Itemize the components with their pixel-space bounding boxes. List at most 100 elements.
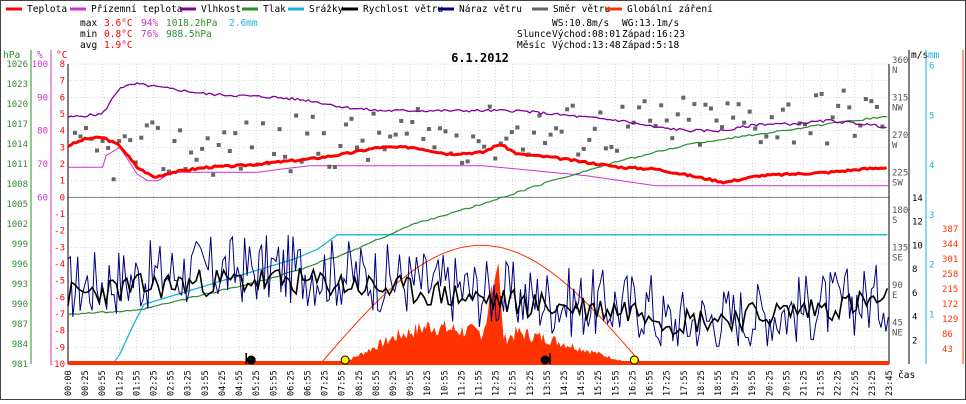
x-tick-label: 11:25 [457,370,467,396]
hpa-tick-label: 1002 [6,220,28,230]
ms-tick-label: 6 [912,289,917,299]
legend-label: Vlhkost [201,4,241,15]
x-tick-label: 08:25 [355,370,365,396]
wind-direction-point [852,133,857,138]
x-tick-label: 15:25 [594,370,604,396]
wind-direction-point [648,118,653,123]
dir-tick-value: 180 [892,206,908,216]
x-axis-label: čas [898,370,915,381]
x-tick-label: 16:25 [628,370,638,396]
legend-label: Teplota [27,4,67,15]
wind-direction-point [692,102,697,107]
wind-direction-point [360,138,365,143]
degc-tick-label: -8 [54,327,65,337]
wind-direction-point [354,145,359,150]
wind-direction-point [106,145,111,150]
wind-direction-point [415,106,420,111]
wind-direction-point [515,125,520,130]
x-tick-label: 13:55 [543,370,553,396]
hpa-tick-label: 1005 [6,200,28,210]
dir-tick-letter: S [892,216,897,226]
x-tick-label: 15:55 [611,370,621,396]
stats-min-press: 988.5hPa [166,29,212,40]
humidity-line [67,82,887,133]
x-tick-label: 18:55 [714,370,724,396]
wind-direction-point [454,133,459,138]
wind-direction-point [382,147,387,152]
wind-direction-point [211,172,216,177]
wind-direction-point [609,145,614,150]
x-tick-label: 09:55 [406,370,416,396]
wind-direction-point [437,126,442,131]
wind-direction-point [100,138,105,143]
degc-tick-label: 0 [60,193,65,203]
dir-tick-value: 270 [892,131,908,141]
x-tick-label: 14:55 [577,370,587,396]
wind-direction-point [482,144,487,149]
hpa-tick-label: 993 [12,280,28,290]
x-tick-label: 03:55 [201,370,211,396]
wind-direction-point [537,113,542,118]
wind-direction-point [471,134,476,139]
ms-tick-label: 2 [912,336,917,346]
wm2-tick-label: 43 [942,345,953,355]
legend-label: Rychlost větru [363,4,443,15]
x-tick-label: 14:25 [560,370,570,396]
wind-direction-point [858,123,863,128]
wind-direction-point [399,118,404,123]
wind-direction-point [95,148,100,153]
stats-avg-label: avg [80,40,97,51]
legend-label: Globální záření [627,4,713,15]
wind-direction-point [128,138,133,143]
axes: 1026102310201017101410111008100510029999… [6,50,964,370]
x-tick-label: 17:55 [680,370,690,396]
wind-direction-point [288,169,293,174]
wind-direction-point [388,134,393,139]
wm2-tick-label: 86 [942,330,953,340]
x-tick-label: 23:25 [868,370,878,396]
wind-direction-point [260,121,265,126]
wind-direction-point [283,154,288,159]
x-tick-label: 16:55 [646,370,656,396]
dir-tick-letter: NW [892,104,903,114]
wind-direction-point [825,141,830,146]
ms-tick-label: 8 [912,265,917,275]
sun-label: Slunce [517,29,552,40]
x-tick-label: 10:55 [440,370,450,396]
wind-direction-point [697,142,702,147]
dir-tick-value: 135 [892,244,908,254]
x-tick-label: 00:25 [81,370,91,396]
legend: Teplota Přízemní teplota Vlhkost Tlak Srážky… [6,4,713,15]
ms-tick-label: 4 [912,313,917,323]
x-tick-label: 04:55 [235,370,245,396]
wind-direction-point [686,117,691,122]
degc-tick-label: -2 [54,227,65,237]
wind-direction-point [343,122,348,127]
wind-direction-point [753,126,758,131]
x-tick-label: 06:25 [286,370,296,396]
x-tick-label: 05:25 [252,370,262,396]
x-tick-label: 00:00 [64,370,74,396]
x-tick-label: 23:45 [885,370,895,396]
wind-direction-point [155,125,160,130]
wm2-tick-label: 129 [942,315,958,325]
mm-tick-label: 4 [929,161,934,171]
degc-tick-label: 4 [60,127,65,137]
wind-direction-point [421,136,426,141]
axis-unit-pct: % [37,50,43,61]
wind-direction-point [598,110,603,115]
wind-direction-point [592,126,597,131]
wind-direction-point [659,103,664,108]
x-tick-label: 04:25 [218,370,228,396]
wind-direction-point [161,167,166,172]
wm2-tick-label: 344 [942,240,958,250]
x-tick-label: 10:25 [423,370,433,396]
wind-direction-point [653,123,658,128]
wind-direction-point [587,137,592,142]
wm2-tick-label: 258 [942,270,958,280]
wind-direction-point [874,104,879,109]
hpa-tick-label: 1011 [6,160,28,170]
wind-direction-point [570,103,575,108]
legend-label: Náraz větru [459,4,522,15]
wind-direction-point [321,131,326,136]
